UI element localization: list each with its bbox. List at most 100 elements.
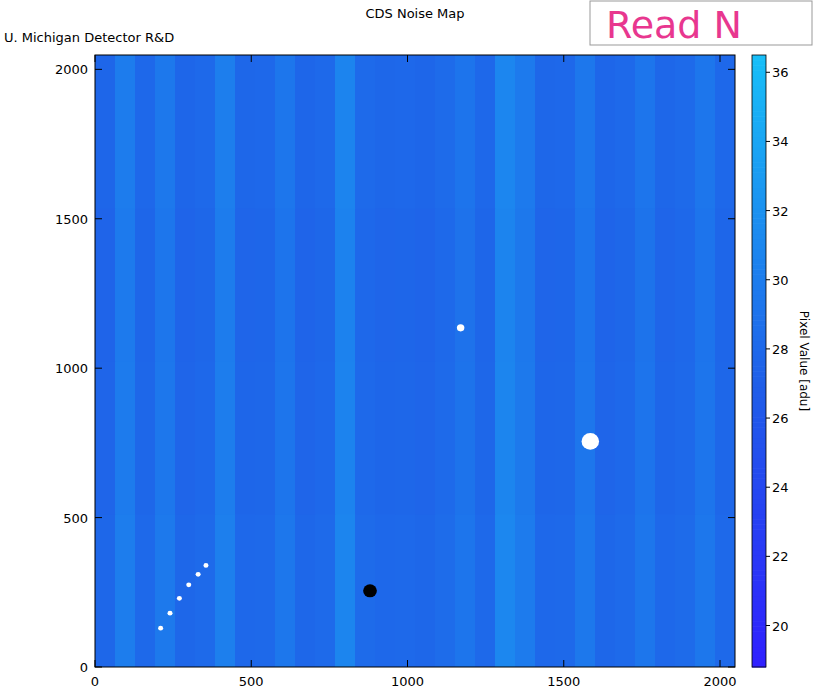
cell [355,361,376,515]
y-tick [728,368,735,369]
cell [235,208,256,362]
colorbar-step [752,580,766,586]
cell [635,361,656,515]
frame [95,55,735,667]
cell [275,55,296,209]
cell [115,208,136,362]
colorbar-step [752,320,766,326]
colorbar-step [752,157,766,163]
cell [535,208,556,362]
cell [275,514,296,667]
colorbar-step [752,489,766,495]
cell [175,55,196,209]
y-tick-label: 0 [80,660,88,675]
colorbar-step [752,75,766,81]
cell [95,361,116,515]
cell [295,208,316,362]
cell [695,208,716,362]
cell [235,55,256,209]
colorbar-tick-label: 34 [772,134,789,149]
colorbar-step [752,116,766,122]
cell [315,208,336,362]
cell [355,208,376,362]
colorbar-step [752,188,766,194]
y-tick [728,667,735,668]
colorbar-tick-label: 36 [772,65,789,80]
colorbar-step [752,346,766,352]
cell [415,208,436,362]
colorbar-tick-label: 20 [772,619,789,634]
spot [363,584,377,597]
cell [375,208,396,362]
cell [515,208,536,362]
colorbar-step [752,407,766,413]
colorbar-step [752,279,766,285]
cell [235,361,256,515]
colorbar-step [752,504,766,510]
colorbar-step [752,259,766,265]
colorbar-step [752,432,766,438]
colorbar-step [752,611,766,617]
cell [535,55,556,209]
cell [255,208,276,362]
cell [415,361,436,515]
spot [203,563,208,568]
colorbar-step [752,560,766,566]
spot [168,611,173,616]
colorbar-step [752,565,766,571]
cell [335,55,356,209]
plot-area [95,55,735,667]
cell [695,361,716,515]
colorbar-step [752,239,766,245]
colorbar-step [752,636,766,642]
cell [175,514,196,667]
colorbar-step [752,269,766,275]
colorbar-step [752,631,766,637]
cell [515,55,536,209]
colorbar-step [752,65,766,71]
cell [555,208,576,362]
colorbar-step [752,555,766,561]
colorbar-step [752,371,766,377]
colorbar-step [752,325,766,331]
colorbar-tick-label: 32 [772,204,789,219]
spot [186,582,191,587]
x-tick [251,660,252,667]
colorbar-step [752,652,766,658]
cell [215,55,236,209]
colorbar-step [752,509,766,515]
colorbar-step [752,438,766,444]
cell [95,208,116,362]
colorbar-step [752,290,766,296]
cell [215,208,236,362]
cell [635,55,656,209]
colorbar-step [752,534,766,540]
cell [435,514,456,667]
cell [335,514,356,667]
colorbar-step [752,310,766,316]
y-tick-label: 500 [63,511,88,526]
colorbar-step [752,152,766,158]
cell [395,208,416,362]
cell [475,55,496,209]
x-tick [407,55,408,62]
colorbar-step [752,591,766,597]
cell [555,361,576,515]
colorbar-step [752,305,766,311]
cell [135,55,156,209]
colorbar-step [752,132,766,138]
colorbar-step [752,101,766,107]
colorbar-step [752,126,766,132]
colorbar-step [752,601,766,607]
cell [195,55,216,209]
colorbar-step [752,142,766,148]
colorbar-step [752,448,766,454]
cell [595,55,616,209]
colorbar-tick [766,625,770,626]
cell [615,361,636,515]
colorbar-step [752,336,766,342]
colorbar-tick-label: 26 [772,411,789,426]
cell [275,208,296,362]
colorbar-step [752,596,766,602]
cell [655,55,676,209]
